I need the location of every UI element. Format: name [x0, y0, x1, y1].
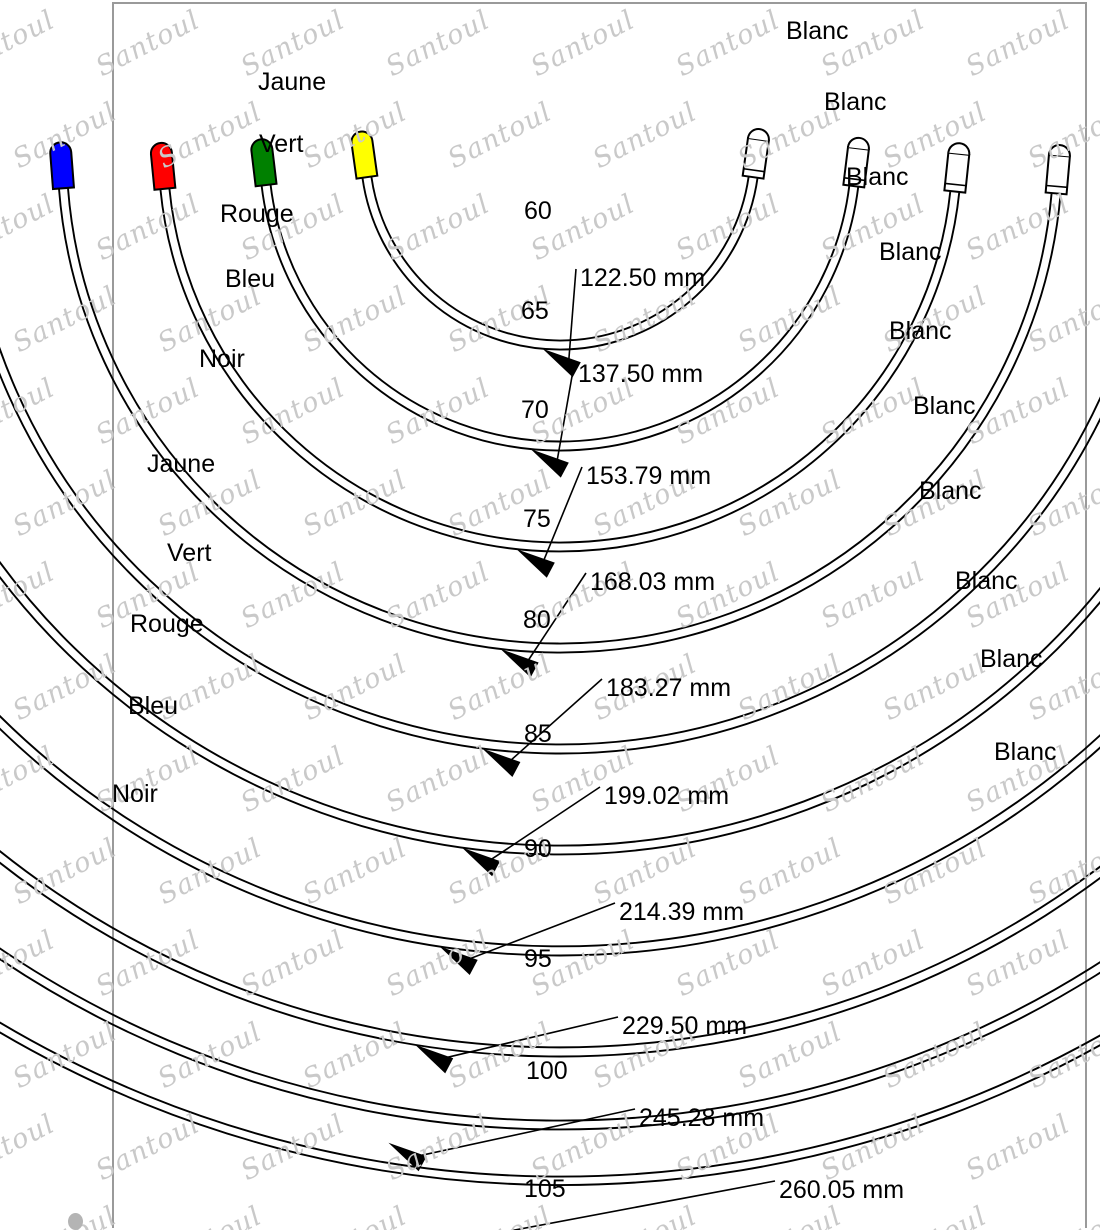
tube-wall-inner — [0, 560, 1100, 847]
leader-arrowhead — [500, 649, 539, 678]
tube-arcs-group — [0, 176, 1100, 1186]
tube-wall-inner — [168, 188, 952, 544]
tube-wall-outer — [0, 575, 1100, 856]
tube-wall-inner — [0, 849, 1100, 1049]
tube-wall-outer — [58, 188, 1062, 654]
leader-line — [507, 678, 603, 764]
leader-arrowhead — [415, 1044, 454, 1074]
leader-arrowhead — [482, 748, 521, 777]
left-cap-rouge — [149, 141, 177, 191]
leader-line — [440, 1016, 619, 1060]
leader-arrowhead — [439, 946, 478, 975]
tube-wall-outer — [361, 177, 759, 351]
left-cap-bleu — [49, 141, 76, 191]
tube-wall-outer — [0, 1031, 1100, 1186]
cap-end-ellipse — [947, 142, 971, 155]
leader-arrowhead — [530, 449, 569, 478]
leader-arrowhead — [516, 549, 555, 578]
tube-wall-outer — [0, 727, 1100, 957]
cap-seam-line — [743, 167, 765, 173]
right-cap-blanc — [741, 128, 770, 180]
cap-end-ellipse — [747, 128, 770, 142]
corner-dot-marker — [68, 1213, 83, 1230]
leader-line — [567, 268, 577, 363]
cap-body — [149, 141, 177, 191]
cap-body — [1044, 153, 1071, 196]
tube-wall-inner — [0, 1021, 1100, 1178]
cap-seam-line — [844, 177, 866, 182]
leader-line — [414, 1108, 636, 1158]
leader-line — [525, 572, 587, 664]
tube-wall-inner — [67, 187, 1053, 645]
tube-wall-inner — [0, 346, 1100, 746]
left-cap-jaune — [350, 130, 379, 180]
frame-right-border — [1085, 2, 1087, 1228]
tube-wall-outer — [260, 185, 860, 452]
tube-wall-inner — [370, 176, 750, 342]
tube-wall-outer — [0, 861, 1100, 1058]
cap-body — [350, 130, 379, 180]
leader-line — [465, 902, 616, 962]
frame-left-border — [112, 2, 114, 1228]
tube-caps-group — [49, 128, 1071, 196]
cap-seam-line — [945, 182, 967, 187]
tube-wall-inner — [0, 947, 1100, 1122]
cap-body — [842, 145, 870, 189]
cap-body — [250, 138, 278, 188]
leader-line — [510, 1180, 776, 1230]
right-cap-blanc — [842, 136, 870, 189]
leader-line — [555, 364, 575, 464]
cap-end-ellipse — [1047, 144, 1071, 157]
cap-body — [741, 136, 770, 180]
tube-wall-outer — [159, 189, 961, 553]
cap-body — [49, 141, 76, 191]
leader-line — [487, 786, 601, 863]
leader-arrowhead — [542, 348, 581, 378]
right-cap-blanc — [1044, 144, 1071, 196]
cap-seam-line — [1046, 184, 1068, 189]
tube-wall-outer — [0, 372, 1100, 755]
cap-end-ellipse — [847, 136, 870, 150]
frame-top-border — [112, 2, 1087, 4]
measurement-leaders-group — [388, 268, 776, 1230]
tube-wall-inner — [0, 714, 1100, 948]
leader-arrowhead — [462, 847, 501, 877]
leader-line — [541, 466, 583, 564]
right-cap-blanc — [943, 142, 971, 194]
left-cap-vert — [250, 138, 278, 188]
tube-wall-inner — [269, 184, 851, 443]
leader-arrowhead — [388, 1142, 427, 1172]
tube-wall-outer — [0, 957, 1100, 1131]
cap-body — [943, 151, 971, 194]
